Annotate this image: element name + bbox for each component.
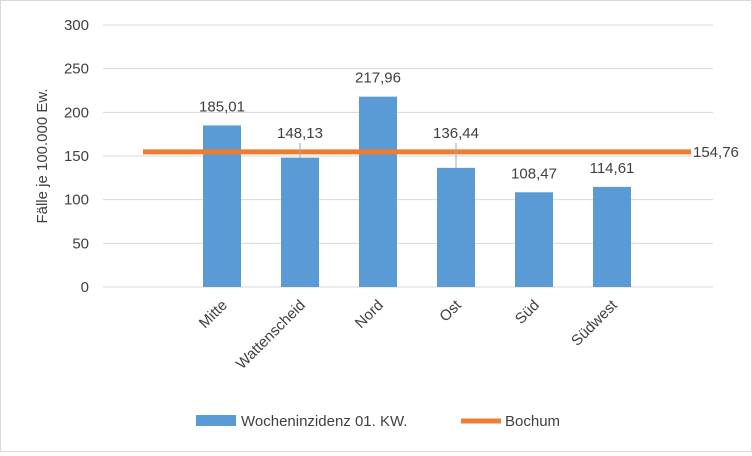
legend-label-bar: Wocheninzidenz 01. KW. — [241, 413, 407, 430]
data-labels: 185,01 148,13 217,96 136,44 108,47 114,61 154,… — [199, 70, 739, 183]
y-axis-ticks: 0 50 100 150 200 250 300 — [64, 17, 89, 296]
y-axis-title: Fälle je 100.000 Ew. — [34, 88, 51, 223]
bar-data-label: 148,13 — [277, 125, 323, 142]
bars — [203, 96, 631, 288]
bar — [359, 96, 397, 287]
y-tick-label: 100 — [64, 192, 89, 209]
y-tick-label: 250 — [64, 61, 89, 78]
bar — [281, 157, 319, 287]
x-tick-label: Südwest — [568, 296, 621, 349]
y-tick-label: 50 — [72, 235, 89, 252]
x-tick-label: Süd — [512, 297, 543, 328]
reference-line-label: 154,76 — [693, 144, 739, 161]
bar — [515, 192, 553, 287]
bar-data-label: 108,47 — [511, 165, 557, 182]
legend: Wocheninzidenz 01. KW. Bochum — [196, 413, 560, 430]
y-tick-label: 150 — [64, 148, 89, 165]
x-axis-ticks: Mitte Wattenscheid Nord Ost Süd Südwest — [196, 296, 622, 372]
x-tick-label: Nord — [352, 297, 387, 332]
y-tick-label: 200 — [64, 104, 89, 121]
legend-swatch-bar — [196, 415, 236, 426]
bar-data-label: 114,61 — [590, 160, 635, 177]
bar — [593, 186, 631, 287]
bar-data-label: 185,01 — [199, 98, 245, 115]
y-tick-label: 300 — [64, 17, 89, 34]
bar — [437, 167, 475, 287]
legend-label-line: Bochum — [505, 413, 560, 430]
x-tick-label: Wattenscheid — [233, 297, 309, 373]
x-tick-label: Ost — [436, 296, 465, 325]
y-tick-label: 0 — [81, 279, 89, 296]
bar-data-label: 217,96 — [355, 70, 401, 87]
bar-data-label: 136,44 — [433, 125, 479, 142]
x-tick-label: Mitte — [196, 297, 231, 332]
